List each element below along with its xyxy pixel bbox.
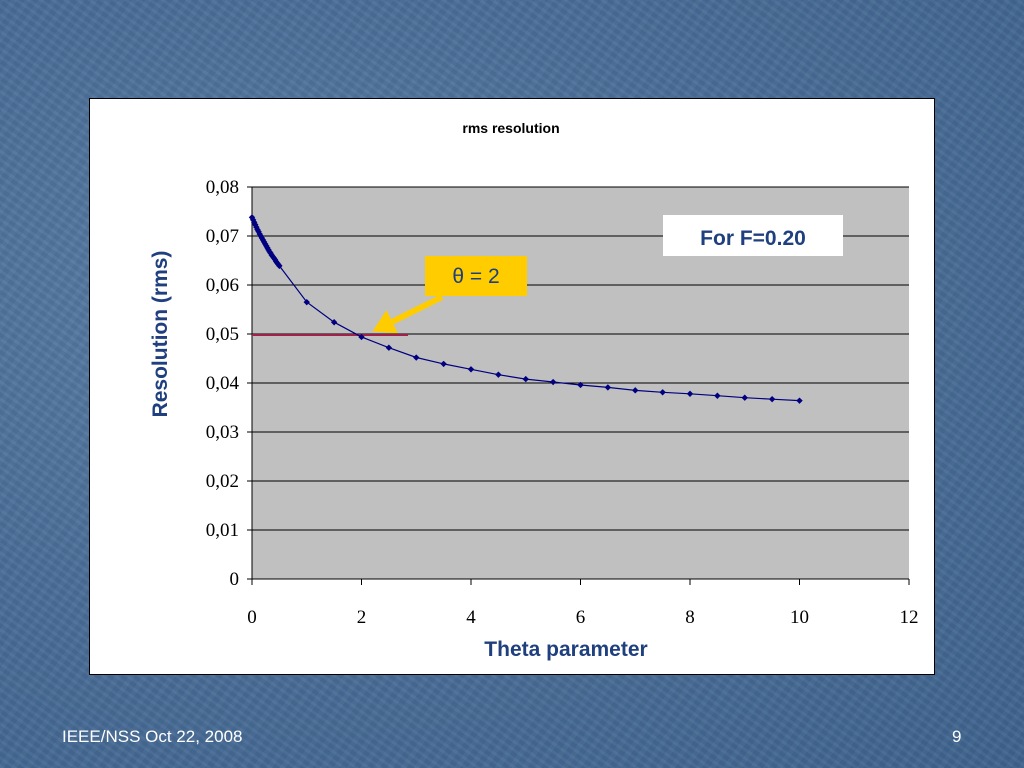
data-point	[796, 397, 803, 404]
x-tick-label: 0	[247, 607, 257, 628]
chart-frame: 0 0,01 0,02 0,03 0,04 0,05 0,06 0,07 0,08 0 2 4 6 8 10…	[89, 98, 935, 675]
data-point	[577, 381, 584, 389]
data-point	[248, 214, 256, 221]
data-point	[413, 354, 420, 361]
x-axis-title: Theta parameter	[484, 638, 647, 661]
data-point	[714, 392, 721, 399]
data-point	[495, 371, 502, 378]
annotation-box-theta	[425, 256, 527, 296]
y-tick-label: 0,08	[206, 177, 239, 198]
x-tick-label: 12	[900, 607, 919, 628]
annotation-box-f	[663, 215, 843, 256]
annotation-f-value: For F=0.20	[700, 227, 806, 250]
data-point	[768, 395, 776, 403]
x-tick-label: 2	[357, 607, 367, 628]
resolution-chart: 0 0,01 0,02 0,03 0,04 0,05 0,06 0,07 0,08 0 2 4 6 8 10…	[149, 120, 919, 661]
data-point	[358, 333, 365, 341]
data-point	[303, 298, 310, 306]
y-axis-title: Resolution (rms)	[149, 251, 172, 418]
x-tick-label: 8	[685, 607, 695, 628]
annotation-arrow-head	[372, 310, 398, 334]
x-tick-label: 6	[576, 607, 586, 628]
data-point	[632, 387, 639, 394]
data-point	[276, 262, 283, 270]
slide-page-number: 9	[952, 727, 962, 746]
y-tick-label: 0	[230, 569, 240, 590]
y-tick-label: 0,03	[206, 422, 239, 443]
x-tick-label: 4	[466, 607, 476, 628]
footer-conference-label: IEEE/NSS Oct 22, 2008	[62, 727, 243, 746]
data-point	[467, 366, 475, 373]
y-tick-label: 0,01	[206, 520, 239, 541]
data-point	[253, 223, 260, 231]
annotation-theta-value: θ = 2	[452, 265, 499, 288]
x-tick-label: 10	[790, 607, 809, 628]
y-tick-label: 0,04	[206, 373, 240, 394]
data-point	[255, 228, 262, 235]
data-point	[741, 394, 748, 401]
data-point	[549, 378, 557, 386]
data-point	[686, 390, 694, 397]
y-tick-label: 0,06	[206, 275, 239, 296]
y-tick-label: 0,02	[206, 471, 239, 492]
chart-title: rms resolution	[462, 120, 559, 136]
data-point	[440, 360, 447, 368]
y-tick-label: 0,05	[206, 324, 239, 345]
y-tick-label: 0,07	[206, 226, 239, 247]
data-point	[604, 384, 612, 391]
annotation-arrow-shaft	[390, 294, 444, 325]
data-point	[659, 389, 666, 396]
data-point	[522, 375, 529, 383]
data-point	[330, 319, 338, 326]
data-point	[250, 219, 258, 226]
